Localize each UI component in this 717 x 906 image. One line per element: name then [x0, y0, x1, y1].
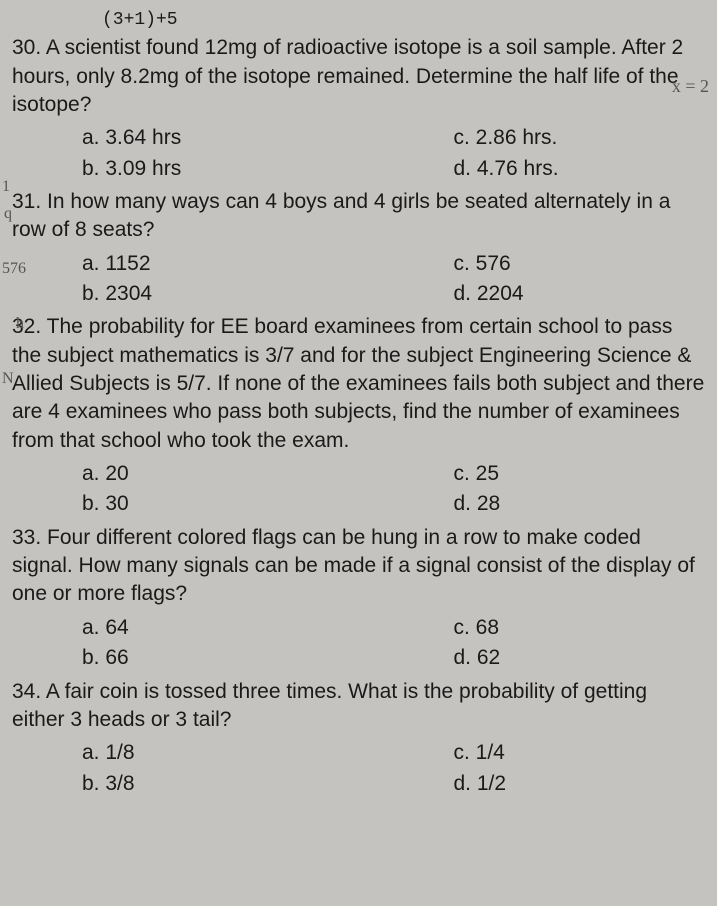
option-c: c. 25 — [394, 459, 706, 489]
option-b: b. 3.09 hrs — [82, 154, 394, 184]
margin-note: q — [4, 203, 12, 225]
handwritten-annotation: x = 2 — [672, 74, 709, 98]
question-text: 32. The probability for EE board examine… — [12, 313, 705, 455]
option-b: b. 66 — [82, 643, 394, 673]
option-c: c. 1/4 — [394, 738, 706, 768]
option-d: d. 1/2 — [394, 769, 706, 799]
options-row: a. 3.64 hrs c. 2.86 hrs. b. 3.09 hrs d. … — [12, 123, 705, 184]
question-text: 33. Four different colored flags can be … — [12, 524, 705, 609]
option-a: a. 1/8 — [82, 738, 394, 768]
margin-note: N — [2, 368, 14, 390]
option-d: d. 62 — [394, 643, 706, 673]
option-b: b. 2304 — [82, 279, 394, 309]
question-body: A scientist found 12mg of radioactive is… — [12, 36, 683, 116]
option-d: d. 28 — [394, 489, 706, 519]
margin-note: 1 — [2, 176, 10, 198]
question-30: 30. A scientist found 12mg of radioactiv… — [12, 34, 705, 184]
option-c: c. 68 — [394, 613, 706, 643]
option-d: d. 4.76 hrs. — [394, 154, 706, 184]
margin-note: h — [16, 313, 24, 335]
option-a: a. 1152 — [82, 249, 394, 279]
question-body: The probability for EE board examinees f… — [12, 315, 704, 451]
margin-note: 576 — [2, 258, 26, 280]
option-c: c. 2.86 hrs. — [394, 123, 706, 153]
options-row: a. 64 c. 68 b. 66 d. 62 — [12, 613, 705, 674]
options-row: a. 1/8 c. 1/4 b. 3/8 d. 1/2 — [12, 738, 705, 799]
question-number: 34. — [12, 680, 41, 703]
question-32: 32. The probability for EE board examine… — [12, 313, 705, 519]
question-text: 31. In how many ways can 4 boys and 4 gi… — [12, 188, 705, 245]
question-body: In how many ways can 4 boys and 4 girls … — [12, 190, 670, 241]
option-a: a. 20 — [82, 459, 394, 489]
option-d: d. 2204 — [394, 279, 706, 309]
option-b: b. 30 — [82, 489, 394, 519]
option-b: b. 3/8 — [82, 769, 394, 799]
option-a: a. 3.64 hrs — [82, 123, 394, 153]
option-c: c. 576 — [394, 249, 706, 279]
question-33: 33. Four different colored flags can be … — [12, 524, 705, 674]
question-text: 30. A scientist found 12mg of radioactiv… — [12, 34, 705, 119]
question-body: Four different colored flags can be hung… — [12, 526, 695, 606]
option-a: a. 64 — [82, 613, 394, 643]
question-number: 33. — [12, 526, 41, 549]
question-34: 34. A fair coin is tossed three times. W… — [12, 678, 705, 799]
question-31: 31. In how many ways can 4 boys and 4 gi… — [12, 188, 705, 309]
options-row: a. 20 c. 25 b. 30 d. 28 — [12, 459, 705, 520]
question-body: A fair coin is tossed three times. What … — [12, 680, 647, 731]
options-row: a. 1152 c. 576 b. 2304 d. 2204 — [12, 249, 705, 310]
question-text: 34. A fair coin is tossed three times. W… — [12, 678, 705, 735]
question-number: 31. — [12, 190, 41, 213]
question-number: 30. — [12, 36, 41, 59]
partial-top-text: (3+1)+5 — [12, 8, 705, 32]
